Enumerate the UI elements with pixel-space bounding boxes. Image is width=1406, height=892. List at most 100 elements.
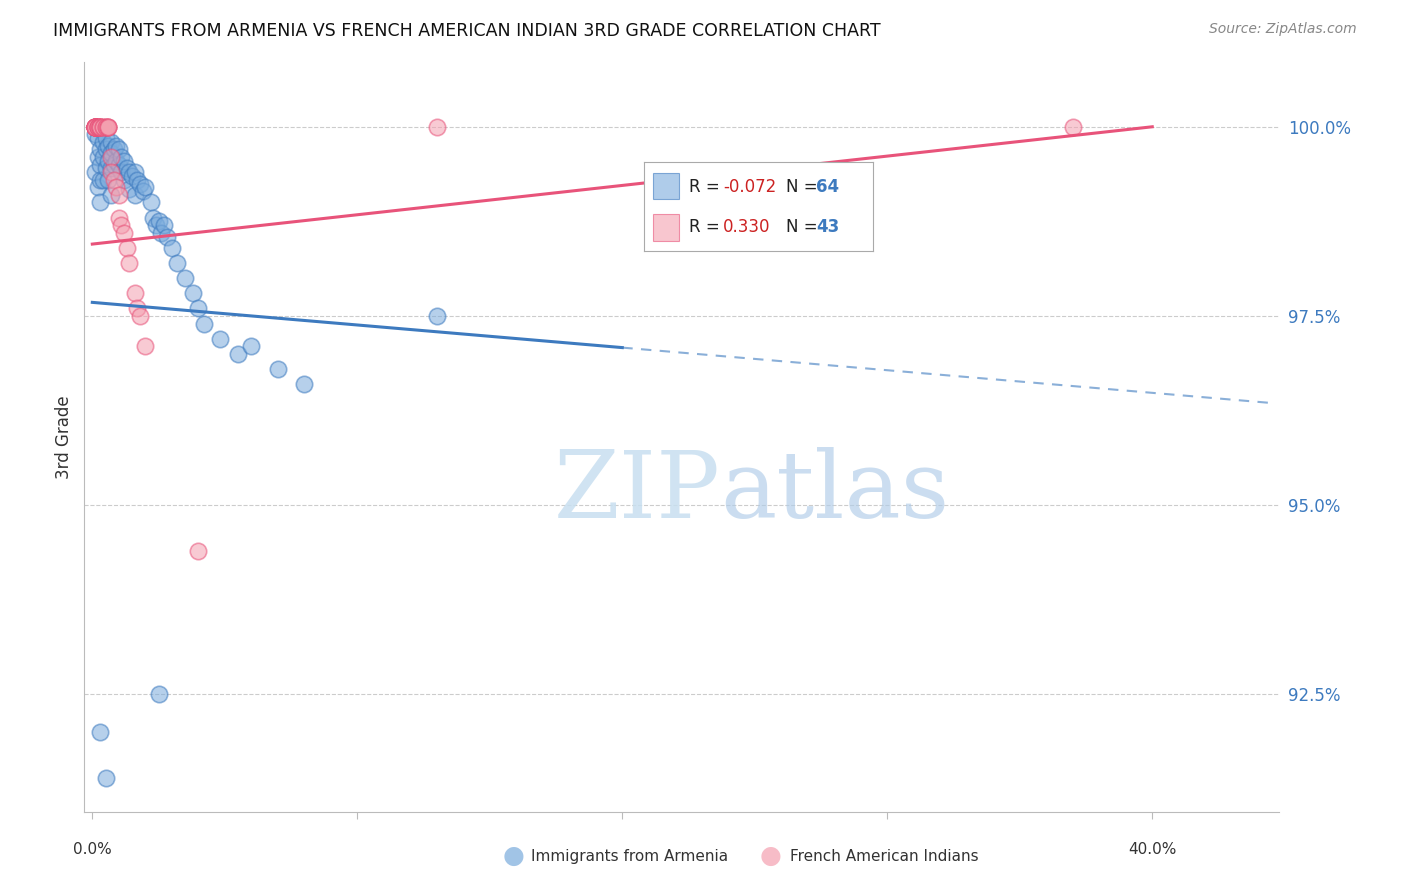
Text: Source: ZipAtlas.com: Source: ZipAtlas.com — [1209, 22, 1357, 37]
Point — [84, 120, 107, 134]
Point — [86, 131, 108, 145]
Text: Immigrants from Armenia: Immigrants from Armenia — [531, 849, 728, 863]
Point — [97, 153, 120, 168]
Point — [110, 218, 132, 232]
Text: R =: R = — [689, 178, 725, 195]
Point — [89, 120, 111, 134]
Point — [108, 158, 131, 172]
Text: N =: N = — [786, 218, 823, 235]
Point — [84, 120, 107, 134]
Point — [86, 180, 108, 194]
Point — [86, 120, 108, 134]
Point — [148, 214, 170, 228]
Text: ZIP: ZIP — [554, 447, 720, 537]
Point — [84, 165, 107, 179]
Point — [84, 128, 107, 142]
Point — [131, 184, 153, 198]
Point — [240, 339, 263, 353]
Point — [181, 286, 204, 301]
Point — [105, 153, 128, 168]
Point — [91, 120, 114, 134]
Text: French American Indians: French American Indians — [790, 849, 979, 863]
Text: 43: 43 — [815, 218, 839, 235]
Point — [292, 377, 315, 392]
Point — [134, 180, 156, 194]
Point — [89, 725, 111, 739]
Point — [91, 135, 114, 149]
Point — [100, 146, 122, 161]
Point — [118, 256, 141, 270]
Point — [127, 173, 149, 187]
Point — [91, 150, 114, 164]
Point — [84, 120, 107, 134]
Point — [100, 161, 122, 176]
Point — [105, 138, 128, 153]
Text: 64: 64 — [815, 178, 839, 195]
Text: ●: ● — [759, 845, 782, 868]
Bar — [654, 173, 679, 200]
Point — [97, 120, 120, 134]
Point — [84, 120, 107, 134]
Point — [110, 165, 132, 179]
Point — [127, 301, 149, 316]
Text: N =: N = — [786, 178, 823, 195]
Text: IMMIGRANTS FROM ARMENIA VS FRENCH AMERICAN INDIAN 3RD GRADE CORRELATION CHART: IMMIGRANTS FROM ARMENIA VS FRENCH AMERIC… — [53, 22, 882, 40]
Point — [97, 138, 120, 153]
Point — [145, 218, 167, 232]
Point — [108, 211, 131, 225]
Point — [100, 135, 122, 149]
Point — [94, 143, 117, 157]
Point — [94, 131, 117, 145]
Point — [89, 143, 111, 157]
Point — [97, 173, 120, 187]
Point — [86, 150, 108, 164]
Point — [121, 169, 143, 183]
Point — [208, 332, 231, 346]
Point — [129, 177, 152, 191]
Point — [108, 187, 131, 202]
Point — [426, 309, 449, 323]
Point — [124, 165, 146, 179]
Point — [129, 309, 152, 323]
Point — [84, 120, 107, 134]
Point — [86, 120, 108, 134]
Y-axis label: 3rd Grade: 3rd Grade — [55, 395, 73, 479]
Point — [84, 120, 107, 134]
Point — [84, 120, 107, 134]
Point — [86, 120, 108, 134]
Point — [100, 165, 122, 179]
Point — [193, 317, 215, 331]
Point — [94, 161, 117, 176]
Point — [94, 120, 117, 134]
Point — [1062, 120, 1084, 134]
Point — [103, 143, 125, 157]
Point — [110, 150, 132, 164]
Point — [103, 158, 125, 172]
Point — [105, 180, 128, 194]
Text: atlas: atlas — [720, 447, 950, 537]
Text: 40.0%: 40.0% — [1128, 842, 1177, 857]
Text: R =: R = — [689, 218, 730, 235]
Point — [97, 120, 120, 134]
Point — [118, 182, 141, 196]
Point — [86, 120, 108, 134]
Point — [115, 161, 138, 176]
Point — [148, 687, 170, 701]
Point — [84, 120, 107, 134]
Point — [187, 543, 209, 558]
Point — [226, 347, 249, 361]
Point — [124, 286, 146, 301]
Point — [112, 173, 135, 187]
Point — [124, 187, 146, 202]
Point — [97, 120, 120, 134]
Bar — [654, 214, 679, 241]
Point — [174, 271, 197, 285]
Point — [103, 173, 125, 187]
Point — [166, 256, 188, 270]
Point — [84, 120, 107, 134]
Point — [112, 226, 135, 240]
Point — [94, 771, 117, 785]
Point — [89, 173, 111, 187]
Point — [108, 143, 131, 157]
Point — [426, 120, 449, 134]
